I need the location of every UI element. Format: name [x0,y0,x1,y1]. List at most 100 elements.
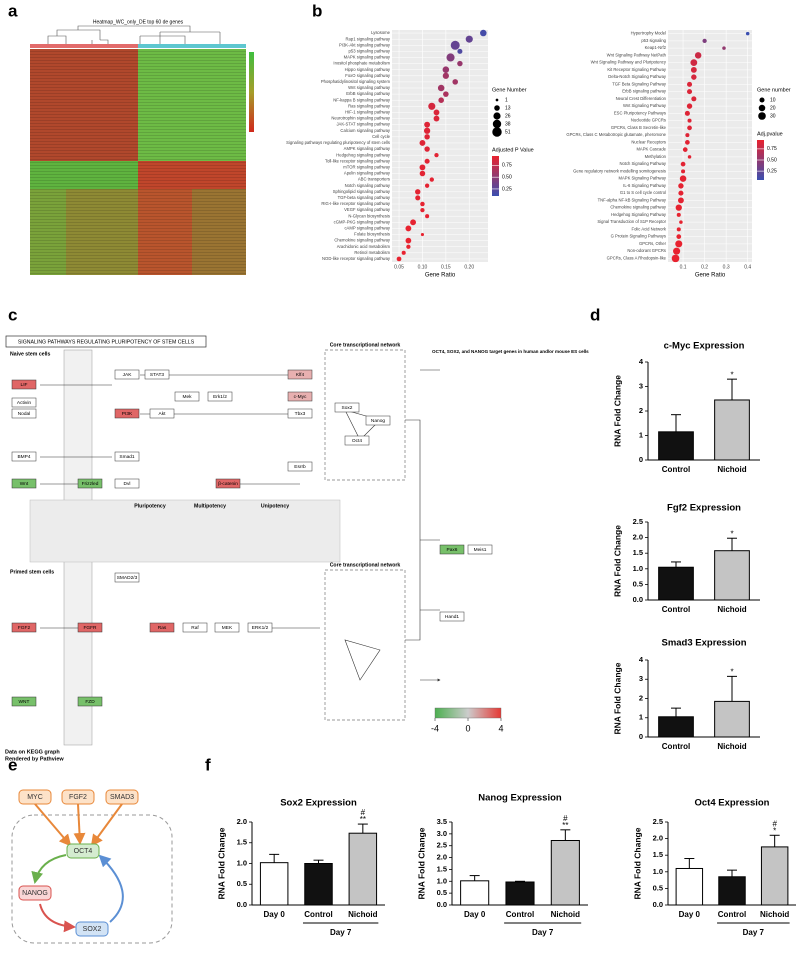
legend-dot [759,97,765,103]
chart-title: Sox2 Expression [280,798,357,809]
dot [424,146,430,152]
arrow [34,803,72,847]
y-tick-label: 1.5 [237,838,247,847]
network-label: NANOG [22,890,48,897]
legend-dot [493,112,501,120]
dot [675,204,682,211]
dot [679,220,683,224]
gene-node [77,622,103,633]
pathway-title-box [5,335,207,348]
chart-title: Oct4 Expression [695,798,770,809]
legend-title: Adj.pvalue [757,131,783,137]
group-bar [30,44,138,48]
y-tick-label: Wnt Signaling Pathway NetPath [607,52,667,57]
gene-label: Mek [182,394,192,400]
gene-node [439,611,465,622]
gene-label: PI3K [122,411,133,417]
dot [676,227,681,232]
legend-dot [758,104,766,112]
y-tick-label: JAK-STAT signaling pathway [336,122,390,127]
arrow [90,803,123,847]
y-axis-title: RNA Fold Change [612,525,622,597]
y-tick-label: 1.5 [653,850,663,859]
network-label: OCT4 [74,848,93,855]
y-tick-label: Hedgehog Signaling Pathway [611,212,667,217]
legend-title: Gene Number [492,87,527,93]
gene-node [144,369,170,380]
y-tick-label: Arachidonic acid metabolism [337,244,391,249]
legend-label: 20 [770,105,776,111]
dot [424,134,430,140]
y-tick-label: 0.0 [653,900,663,909]
dot [419,140,426,146]
annotation: * [773,826,776,835]
annotation: ** [562,821,568,830]
section-label: Primed stem cells [10,569,54,575]
x-tick-label: Nichoid [760,910,789,919]
gene-label: Activin [17,400,31,406]
section-label: Unipotency [261,503,289,509]
y-tick-label: 1.5 [437,864,447,873]
y-tick-label: 4 [639,655,644,664]
legend-label: 0 [465,723,470,733]
y-tick-label: Chemokine signaling pathway [334,238,391,243]
y-tick-label: 3.0 [437,829,447,838]
dot [465,35,473,43]
dot [419,170,426,177]
y-tick-label: 3.5 [437,817,447,826]
dot [686,89,693,95]
gene-node [207,391,233,402]
gene-node [11,379,37,390]
core-network-box [324,569,406,721]
x-tick-label: Nichoid [551,910,580,919]
gene-node [287,461,313,472]
network-node [18,885,52,901]
y-tick-label: 0.5 [437,888,447,897]
gene-label: STAT3 [150,372,165,378]
network-node [61,789,95,805]
legend-label: -4 [431,723,439,733]
x-tick-label: Nichoid [717,465,746,474]
dot [420,207,425,213]
dot [424,158,430,164]
legend-label: 0.25 [767,168,777,174]
dot [428,102,436,110]
x-tick-label: 0.2 [701,264,708,270]
y-tick-label: 1 [639,430,643,439]
bar [259,862,289,906]
legend-label: 1 [505,97,508,103]
y-tick-label: GPCRs, Class C Metabotropic glutamate, p… [566,132,666,137]
y-tick-label: 1.0 [437,876,447,885]
core-edges [344,409,381,681]
y-tick-label: p53 signaling [641,38,666,43]
arrow [31,854,67,884]
gene-label: FGF2 [18,625,31,631]
network-label: SMAD3 [110,794,134,801]
gene-label: Ras [158,625,167,631]
gene-node [114,369,140,380]
legend-dot [495,98,499,102]
annotation: # [772,819,777,828]
gene-label: Klf4 [296,372,305,378]
gene-label: Pax6 [447,547,458,553]
gene-label: c-Myc [294,394,307,400]
x-tick-label: Control [662,742,690,751]
y-tick-label: Retinol metabolism [354,250,390,255]
bar [658,431,694,461]
gene-label: Smad1 [119,454,135,460]
gene-label: Akt [159,411,167,417]
dot [675,240,683,248]
gene-node [215,478,241,489]
gene-node [344,435,370,446]
chart-title: c-Myc Expression [664,341,745,352]
y-tick-label: 0.0 [437,900,447,909]
y-tick-label: G1 to S cell cycle control [620,190,666,195]
dot [686,103,693,109]
annotation: * [730,667,733,676]
y-tick-label: 1.0 [653,867,663,876]
y-tick-label: ErbB signaling pathway [346,91,391,96]
y-tick-label: 0 [639,732,643,741]
gene-label: MEK [222,625,233,631]
y-tick-label: NF-kappa B signaling pathway [333,97,391,102]
